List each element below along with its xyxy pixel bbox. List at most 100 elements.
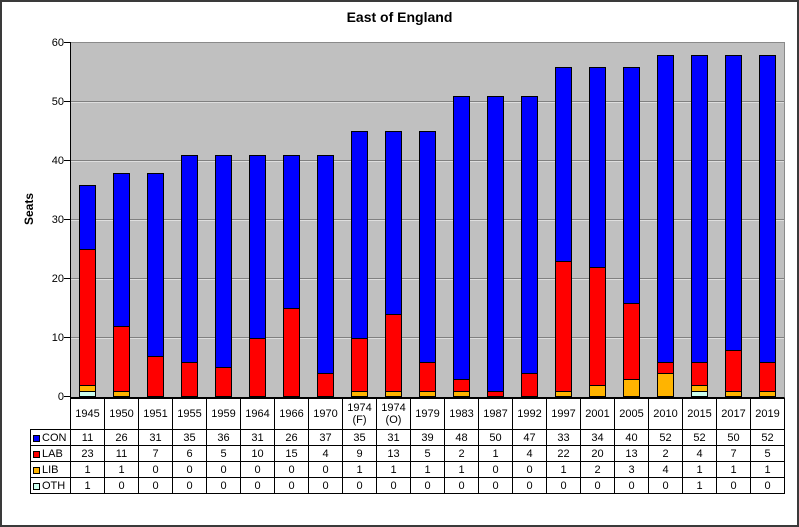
value-cell: 1 [478, 445, 513, 462]
bar-segment-con-1983 [452, 96, 470, 380]
table-row-con: CON 11 26 31 35 36 31 26 37 35 31 39 48 50 47 33 34 40 52 5… [30, 429, 785, 446]
value-cell: 0 [444, 477, 479, 494]
series-name: LIB [42, 463, 59, 476]
legend-key-icon [33, 466, 40, 474]
bar-segment-lab-2015 [690, 362, 708, 386]
value-cell: 37 [308, 429, 343, 446]
value-cell: 1 [70, 477, 105, 494]
year-header-cell: 1974 (O) [376, 398, 411, 430]
bar-segment-lib-2015 [690, 385, 708, 392]
value-cell: 22 [546, 445, 581, 462]
year-header-cell: 1997 [546, 398, 581, 430]
bar-segment-lab-1970 [317, 373, 335, 397]
value-cell: 0 [138, 461, 173, 478]
year-header-cell: 1987 [478, 398, 513, 430]
bar-segment-con-1951 [147, 173, 165, 357]
value-cell: 31 [240, 429, 275, 446]
table-row-oth: OTH 1 0 0 0 0 0 0 0 0 0 0 0 0 0 0 0 0 0 1 0 0 [30, 477, 785, 494]
bar-segment-lib-2005 [622, 379, 640, 397]
bar-segment-con-1945 [79, 185, 97, 250]
bar-segment-lab-1983 [452, 379, 470, 392]
bar-segment-con-1974O [385, 131, 403, 315]
value-cell: 35 [342, 429, 377, 446]
value-cell: 34 [580, 429, 615, 446]
bar-segment-lib-2010 [656, 373, 674, 397]
value-cell: 2 [580, 461, 615, 478]
value-cell: 26 [274, 429, 309, 446]
value-cell: 4 [648, 461, 683, 478]
bar-segment-con-1966 [283, 155, 301, 309]
year-header-cell: 2017 [716, 398, 751, 430]
value-cell: 1 [70, 461, 105, 478]
bar-segment-lab-1950 [113, 326, 131, 392]
year-header-cell: 1970 [308, 398, 343, 430]
value-cell: 4 [682, 445, 717, 462]
bar-segment-lab-1955 [181, 362, 199, 397]
table-row-lab: LAB 23 11 7 6 5 10 15 4 9 13 5 2 1 4 22 20 13 2 4 7 5 [30, 445, 785, 462]
year-header-cell: 2001 [580, 398, 615, 430]
series-name: OTH [42, 479, 66, 492]
year-header-cell: 1950 [104, 398, 139, 430]
value-cell: 1 [376, 461, 411, 478]
year-header-cell: 1979 [410, 398, 445, 430]
bar-segment-lib-1945 [79, 385, 97, 392]
series-label-con: CON [30, 429, 71, 446]
value-cell: 7 [138, 445, 173, 462]
value-cell: 1 [716, 461, 751, 478]
value-cell: 9 [342, 445, 377, 462]
year-header-cell: 1992 [512, 398, 547, 430]
value-cell: 1 [444, 461, 479, 478]
value-cell: 36 [206, 429, 241, 446]
y-tick-mark [64, 337, 71, 338]
bar-segment-con-1950 [113, 173, 131, 327]
value-cell: 10 [240, 445, 275, 462]
y-tick-label: 10 [51, 332, 64, 344]
bar-segment-con-1955 [181, 155, 199, 363]
bar-segment-lab-1964 [249, 338, 267, 397]
bar-segment-con-1970 [317, 155, 335, 374]
value-cell: 0 [376, 477, 411, 494]
year-header-cell: 1955 [172, 398, 207, 430]
value-cell: 39 [410, 429, 445, 446]
value-cell: 52 [648, 429, 683, 446]
value-cell: 50 [478, 429, 513, 446]
value-cell: 5 [206, 445, 241, 462]
bar-segment-con-1987 [486, 96, 504, 392]
y-tick-label: 60 [51, 37, 64, 49]
year-header-cell: 2015 [682, 398, 717, 430]
value-cell: 11 [104, 445, 139, 462]
year-header-cell: 1964 [240, 398, 275, 430]
value-cell: 50 [716, 429, 751, 446]
value-cell: 13 [376, 445, 411, 462]
value-cell: 0 [274, 477, 309, 494]
legend-key-icon [33, 450, 40, 458]
y-tick-label: 50 [51, 96, 64, 108]
value-cell: 31 [376, 429, 411, 446]
value-cell: 2 [444, 445, 479, 462]
year-header-cell: 1951 [138, 398, 173, 430]
value-cell: 52 [750, 429, 785, 446]
year-header-row: 1945 1950 1951 1955 1959 1964 1966 1970 1974 (F)… [31, 398, 785, 430]
value-cell: 0 [172, 461, 207, 478]
year-header-cell: 1966 [274, 398, 309, 430]
year-header-cell: 2019 [750, 398, 785, 430]
y-tick-mark [64, 278, 71, 279]
value-cell: 1 [682, 461, 717, 478]
bar-segment-lab-2005 [622, 303, 640, 380]
value-cell: 0 [478, 477, 513, 494]
bar-segment-con-2017 [724, 55, 742, 351]
value-cell: 0 [716, 477, 751, 494]
value-cell: 13 [614, 445, 649, 462]
table-corner-cell [31, 399, 71, 430]
value-cell: 0 [138, 477, 173, 494]
chart-title: East of England [346, 9, 453, 25]
value-cell: 2 [648, 445, 683, 462]
value-cell: 0 [104, 477, 139, 494]
value-cell: 0 [172, 477, 207, 494]
bar-segment-lab-1966 [283, 308, 301, 397]
value-cell: 0 [308, 461, 343, 478]
value-cell: 0 [750, 477, 785, 494]
value-cell: 1 [682, 477, 717, 494]
series-label-lib: LIB [30, 461, 71, 478]
